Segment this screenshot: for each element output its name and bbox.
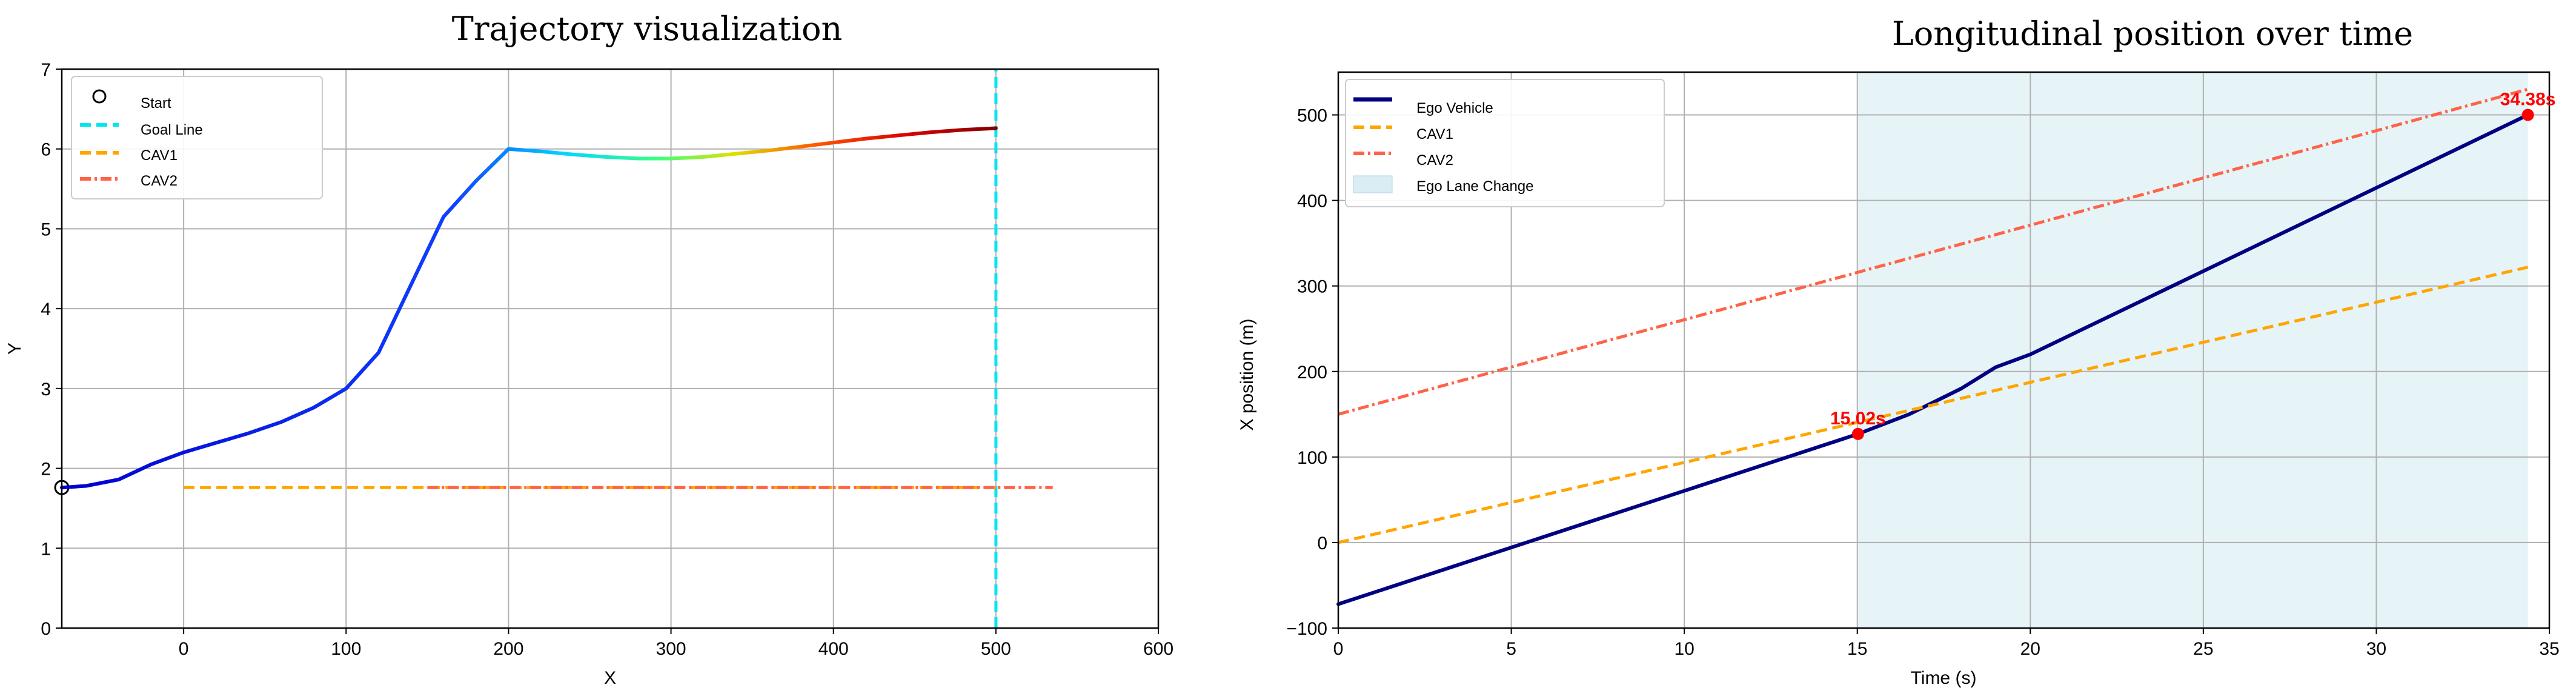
trajectory-ticks: 0 100 200 300 400 500 600 0 1 2 3 4 5 6 7 — [41, 60, 1173, 659]
y-tick-label: 4 — [41, 299, 51, 319]
x-tick-label: 25 — [2193, 639, 2213, 659]
trajectory-chart: Trajectory visualization 0 100 200 300 400 50… — [5, 10, 1173, 688]
annotation-point — [2521, 109, 2534, 121]
position-shaded-region — [1857, 72, 2528, 628]
y-tick-label: 200 — [1297, 363, 1327, 383]
position-legend: Ego Vehicle CAV1 CAV2 Ego Lane Change — [1345, 79, 1665, 207]
y-tick-label: 5 — [41, 219, 51, 239]
x-tick-label: 0 — [179, 639, 189, 659]
position-annotations: 15.02s 34.38s — [1830, 90, 2555, 440]
x-tick-label: 5 — [1506, 639, 1516, 659]
trajectory-title: Trajectory visualization — [452, 10, 843, 48]
y-tick-label: 3 — [41, 380, 51, 400]
trajectory-series — [54, 69, 1053, 628]
x-tick-label: 15 — [1847, 639, 1867, 659]
y-tick-label: 300 — [1297, 277, 1327, 297]
legend-goal-line-label: Goal Line — [141, 122, 203, 138]
x-tick-label: 30 — [2366, 639, 2386, 659]
x-tick-label: 35 — [2539, 639, 2559, 659]
y-tick-label: 2 — [41, 460, 51, 480]
x-tick-label: 300 — [656, 639, 686, 659]
legend-ego-vehicle-label: Ego Vehicle — [1416, 100, 1493, 116]
cav1-line — [1338, 266, 2529, 544]
legend-start-label: Start — [141, 95, 171, 112]
y-tick-label: 7 — [41, 60, 51, 80]
position-title: Longitudinal position over time — [1892, 15, 2413, 53]
x-tick-label: 20 — [2020, 639, 2040, 659]
y-tick-label: 0 — [1317, 533, 1327, 554]
y-tick-label: 6 — [41, 140, 51, 160]
y-tick-label: −100 — [1286, 619, 1327, 639]
legend-lane-change-label: Ego Lane Change — [1416, 178, 1534, 195]
legend-start-marker — [92, 89, 107, 104]
trajectory-plot-frame — [61, 68, 1160, 629]
lane-change-shading — [1857, 72, 2528, 628]
x-tick-label: 500 — [981, 639, 1011, 659]
ego-trajectory-line — [60, 126, 998, 490]
legend-cav1-label-right: CAV1 — [1416, 126, 1453, 142]
y-tick-label: 400 — [1297, 192, 1327, 212]
position-y-axis-label: X position (m) — [1237, 318, 1257, 430]
y-tick-label: 0 — [41, 619, 51, 639]
legend-cav2-label-right: CAV2 — [1416, 152, 1453, 169]
x-tick-label: 400 — [818, 639, 849, 659]
y-tick-label: 100 — [1297, 448, 1327, 468]
x-tick-label: 0 — [1333, 639, 1344, 659]
annotation-point — [1851, 427, 1864, 440]
legend-cav1-label: CAV1 — [141, 147, 178, 164]
position-chart: Longitudinal position over time 0 5 10 15 20… — [1237, 15, 2560, 688]
annotation-label: 15.02s — [1830, 409, 1886, 429]
trajectory-legend: Start Goal Line CAV1 CAV2 — [71, 76, 323, 199]
position-x-axis-label: Time (s) — [1911, 668, 1977, 688]
trajectory-y-axis-label: Y — [5, 343, 25, 355]
x-tick-label: 100 — [331, 639, 361, 659]
x-tick-label: 10 — [1674, 639, 1694, 659]
y-tick-label: 1 — [41, 539, 51, 559]
position-plot-frame — [1337, 71, 2551, 629]
x-tick-label: 200 — [493, 639, 523, 659]
annotation-label: 34.38s — [2500, 90, 2556, 110]
legend-lane-change-swatch — [1353, 175, 1393, 193]
x-tick-label: 600 — [1143, 639, 1173, 659]
trajectory-x-axis-label: X — [604, 668, 616, 688]
y-tick-label: 500 — [1297, 106, 1327, 126]
legend-cav2-label: CAV2 — [141, 173, 178, 189]
position-ticks: 0 5 10 15 20 25 30 35 −100 0 100 200 300 400 500 — [1286, 106, 2559, 659]
